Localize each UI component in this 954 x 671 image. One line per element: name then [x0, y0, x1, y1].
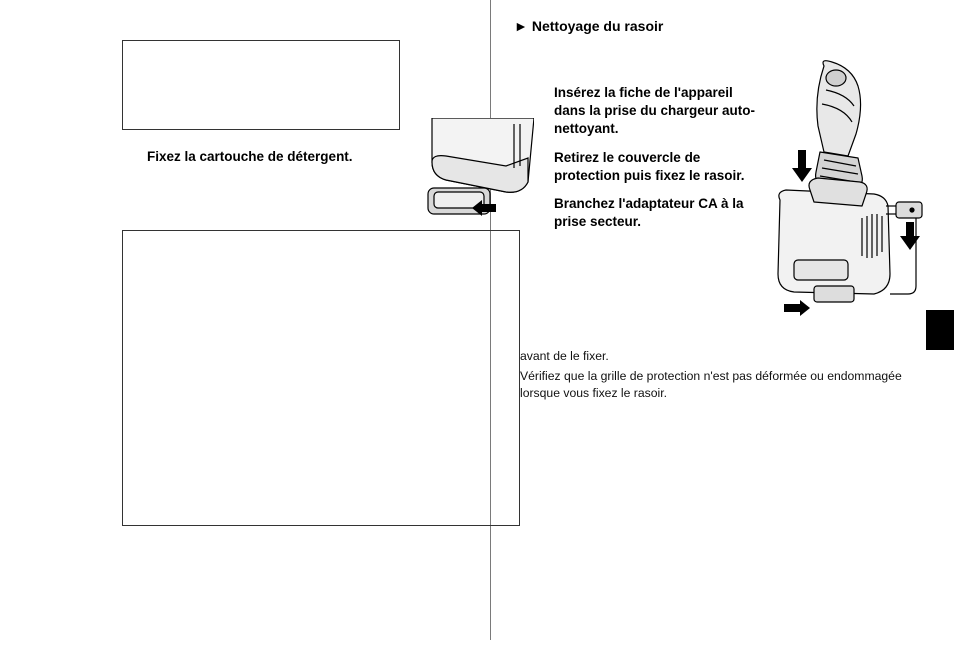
page: Fixez la cartouche de détergent.	[0, 0, 954, 671]
page-edge-tab	[926, 310, 954, 350]
right-step-2: Retirez le couvercle de protection puis …	[554, 149, 764, 185]
left-step-2-text: Fixez la cartouche de détergent.	[147, 149, 353, 164]
triangle-icon: ►	[514, 18, 528, 34]
right-column: ►Nettoyage du rasoir Insérez la fiche de…	[514, 18, 916, 34]
right-step-1: Insérez la fiche de l'appareil dans la p…	[554, 84, 764, 139]
left-step-2: Fixez la cartouche de détergent.	[147, 148, 407, 166]
right-notes: avant de le fixer. Vérifiez que la grill…	[520, 348, 910, 405]
empty-box-1	[122, 40, 400, 130]
cartridge-base-figure	[410, 118, 534, 226]
section-title-text: Nettoyage du rasoir	[532, 18, 663, 34]
empty-box-2	[122, 230, 520, 526]
right-note-2: Vérifiez que la grille de protection n'e…	[520, 368, 910, 401]
right-note-1: avant de le fixer.	[520, 348, 910, 364]
right-steps: Insérez la fiche de l'appareil dans la p…	[554, 84, 764, 242]
shaver-on-cleaner-figure	[766, 60, 926, 318]
section-title: ►Nettoyage du rasoir	[514, 18, 916, 34]
right-step-3: Branchez l'adaptateur CA à la prise sect…	[554, 195, 764, 231]
